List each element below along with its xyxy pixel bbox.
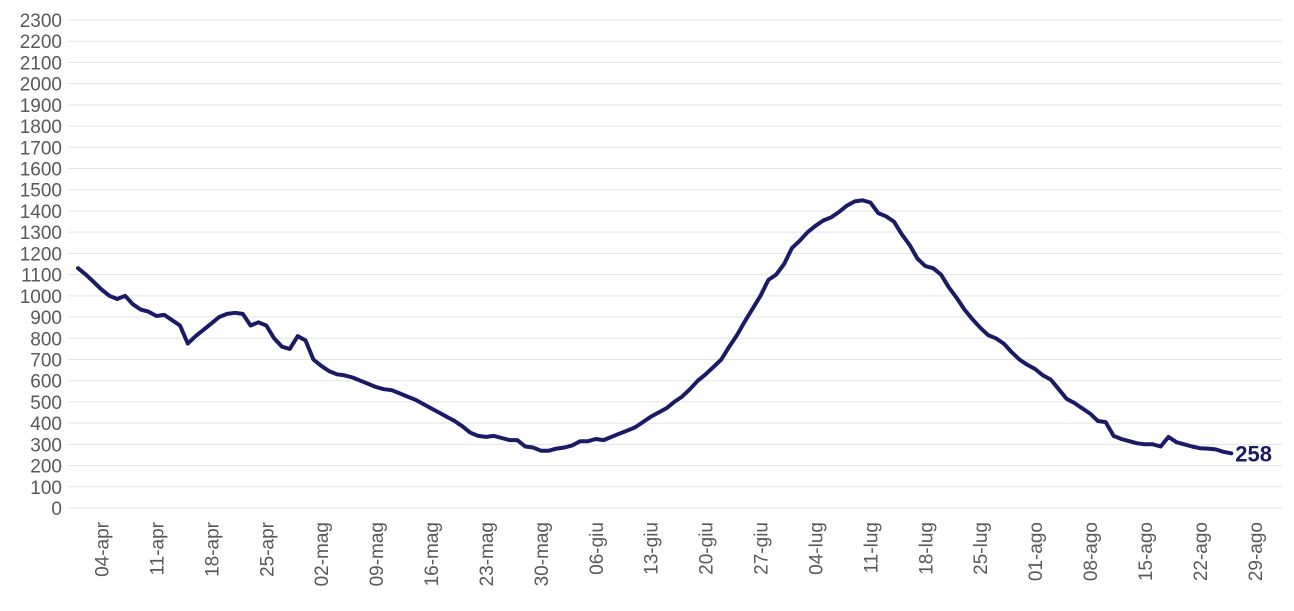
x-tick-label: 11-apr <box>147 521 168 575</box>
series-line <box>76 198 1234 456</box>
x-axis-ticks: 04-apr 11-apr 18-apr 25-apr 02-mag 09-mag 16-m… <box>93 521 1267 586</box>
y-tick-label: 2300 <box>20 11 62 32</box>
y-tick-label: 1900 <box>20 96 62 117</box>
x-tick-label: 18-apr <box>202 521 223 577</box>
x-tick-label: 25-lug <box>971 522 992 575</box>
x-tick-label: 15-ago <box>1136 522 1157 581</box>
y-tick-label: 200 <box>30 457 62 478</box>
x-tick-label: 25-apr <box>257 521 278 577</box>
y-tick-label: 2100 <box>20 53 62 74</box>
x-tick-label: 08-ago <box>1081 522 1102 581</box>
y-tick-label: 1300 <box>20 223 62 244</box>
x-tick-label: 16-mag <box>422 522 443 586</box>
y-tick-label: 1400 <box>20 202 62 223</box>
y-tick-label: 700 <box>30 350 62 371</box>
y-tick-label: 900 <box>30 308 62 329</box>
x-tick-label: 13-giu <box>642 522 663 575</box>
y-tick-label: 600 <box>30 372 62 393</box>
x-tick-label: 04-lug <box>806 522 827 575</box>
x-tick-label: 01-ago <box>1026 522 1047 581</box>
y-tick-label: 300 <box>30 435 62 456</box>
y-tick-label: 1200 <box>20 244 62 265</box>
x-tick-label: 20-giu <box>697 522 718 575</box>
y-tick-label: 1500 <box>20 181 62 202</box>
end-label-layer: 258 <box>1235 441 1272 466</box>
x-tick-label: 29-ago <box>1246 522 1267 581</box>
gridlines <box>68 19 1282 509</box>
y-tick-label: 2000 <box>20 75 62 96</box>
x-tick-label: 27-giu <box>752 522 773 575</box>
x-tick-label: 18-lug <box>916 522 937 575</box>
x-tick-label: 09-mag <box>367 522 388 586</box>
x-tick-label: 23-mag <box>477 522 498 586</box>
y-axis-ticks: 0100200300400500600700800900100011001200… <box>20 11 62 520</box>
x-tick-label: 30-mag <box>532 522 553 586</box>
y-tick-label: 100 <box>30 478 62 499</box>
y-tick-label: 0 <box>51 499 62 520</box>
end-value-label: 258 <box>1235 441 1272 466</box>
y-tick-label: 1600 <box>20 160 62 181</box>
x-tick-label: 22-ago <box>1191 522 1212 581</box>
y-tick-label: 1700 <box>20 138 62 159</box>
series-layer <box>76 198 1234 456</box>
y-tick-label: 400 <box>30 414 62 435</box>
y-tick-label: 1800 <box>20 117 62 138</box>
y-tick-label: 2200 <box>20 32 62 53</box>
y-tick-label: 1100 <box>21 266 62 287</box>
y-tick-label: 500 <box>30 393 62 414</box>
x-tick-label: 04-apr <box>93 521 114 577</box>
y-tick-label: 800 <box>30 329 62 350</box>
x-tick-label: 02-mag <box>312 522 333 586</box>
y-tick-label: 1000 <box>20 287 62 308</box>
x-tick-label: 11-lug <box>861 522 882 573</box>
x-tick-label: 06-giu <box>587 522 608 575</box>
